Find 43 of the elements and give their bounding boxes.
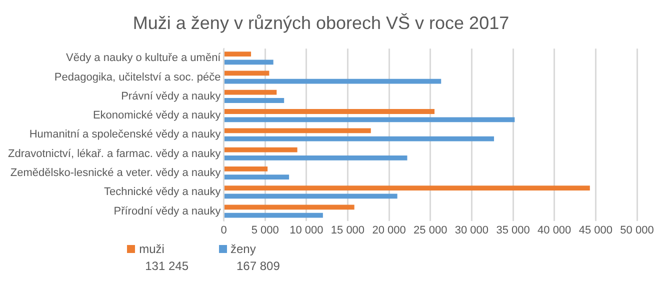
bar [224,186,590,190]
bar [224,194,398,199]
bar [224,147,298,152]
x-tick-label: 35 000 [496,224,530,236]
y-tick-label: Přírodní vědy a nauky [114,205,222,218]
x-tick-label: 5 000 [251,224,279,236]
y-tick-label: Zdravotnictví, lékař. a farmac. vědy a nauky [8,148,222,160]
x-tick-label: 15 000 [330,224,365,236]
bar [224,128,371,134]
x-tick-label: 20 000 [372,224,406,236]
bar [224,174,290,180]
bar [224,109,435,114]
y-tick-label: Pedagogika, učitelství a soc. péče [54,71,221,84]
x-tick-label: 45 000 [578,224,613,236]
x-tick-label: 40 000 [538,224,572,236]
legend-label: muži [138,242,166,256]
bar [224,155,408,160]
chart-title: Muži a ženy v různých oborech VŠ v roce 2017 [132,12,510,33]
x-tick-label: 50 000 [620,224,654,236]
bar [224,70,270,76]
y-tick-label: Zemědělsko-lesnické a veter. vědy a nauky [10,167,222,179]
bar [224,136,494,142]
bar [224,98,284,103]
bar [224,60,274,65]
x-tick-label: 0 [220,224,227,236]
text: 167 809 [236,259,280,273]
bar [224,204,354,210]
bar [224,90,277,95]
x-tick-label: 30 000 [454,224,489,236]
bar [224,166,268,172]
bar [224,212,323,218]
text: 131 245 [145,259,188,273]
legend-label: ženy [230,242,257,256]
x-tick-label: 25 000 [414,224,448,236]
y-tick-label: Humanitní a společenské vědy a nauky [29,128,222,141]
y-tick-label: Vědy a nauky o kultuře a umění [66,52,222,64]
bar [224,52,252,57]
y-tick-label: Technické vědy a nauky [104,186,222,198]
bar [224,117,515,122]
y-tick-label: Ekonomické vědy a nauky [92,110,222,122]
x-tick-label: 10 000 [290,224,324,236]
bar [224,78,442,84]
y-tick-label: Právní vědy a nauky [121,90,222,102]
